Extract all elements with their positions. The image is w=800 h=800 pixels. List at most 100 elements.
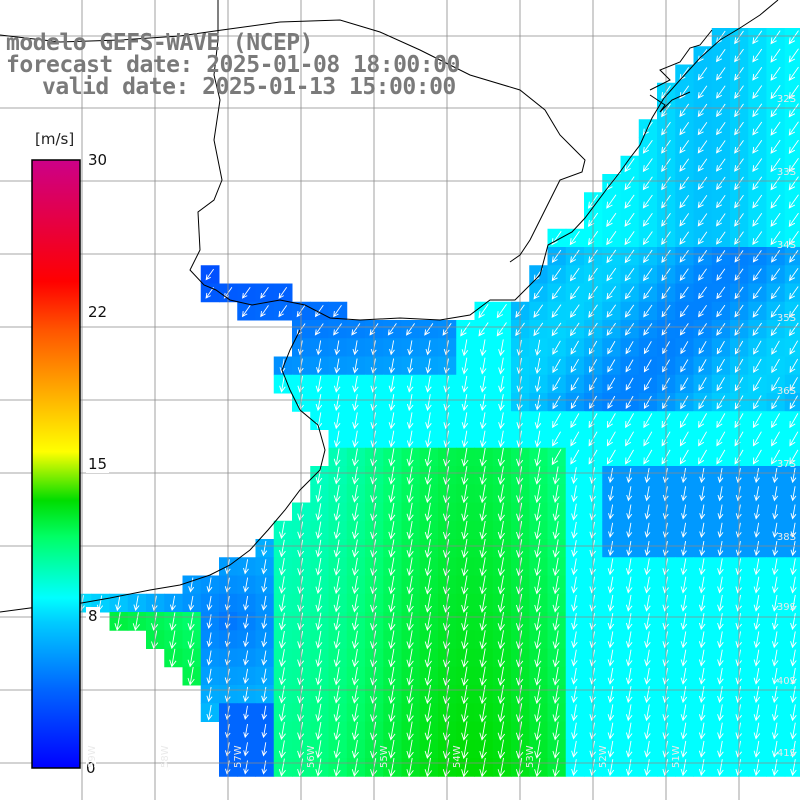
wind-arrow <box>333 305 342 318</box>
wind-arrow <box>552 758 560 778</box>
wind-arrow <box>698 359 707 373</box>
wind-cell <box>784 320 800 339</box>
wind-arrow <box>643 341 652 355</box>
wind-arrow <box>607 395 616 409</box>
wind-arrow <box>333 667 341 686</box>
wind-arrow <box>187 648 195 668</box>
lat-label-34s: 34S <box>776 240 796 251</box>
wind-arrow <box>388 703 396 723</box>
wind-arrow <box>679 231 690 245</box>
wind-arrow <box>625 395 634 409</box>
wind-arrow <box>752 304 762 318</box>
wind-arrow <box>205 287 214 299</box>
wind-arrow <box>406 575 414 595</box>
wind-arrow <box>698 395 707 410</box>
wind-arrow <box>406 521 414 540</box>
wind-arrow <box>478 304 489 319</box>
wind-arrow <box>497 684 506 705</box>
wind-arrow <box>698 759 706 777</box>
wind-arrow <box>753 395 762 410</box>
wind-arrow <box>771 759 779 777</box>
wind-arrow <box>679 431 689 447</box>
wind-arrow <box>314 323 324 336</box>
wind-arrow <box>534 648 542 668</box>
wind-arrow <box>351 630 359 649</box>
wind-arrow <box>333 612 341 631</box>
wind-arrow <box>388 685 396 704</box>
wind-arrow <box>388 594 396 613</box>
wind-arrow <box>406 648 414 668</box>
wind-arrow <box>406 448 414 467</box>
wind-arrow <box>388 648 396 668</box>
wind-arrow <box>479 375 487 393</box>
wind-arrow <box>534 557 542 577</box>
wind-arrow <box>625 759 633 777</box>
wind-arrow <box>753 740 761 758</box>
wind-arrow <box>115 595 122 612</box>
wind-arrow <box>351 539 359 558</box>
wind-arrow <box>680 359 689 373</box>
wind-arrow <box>206 614 213 629</box>
wind-arrow <box>479 703 487 723</box>
wind-arrow <box>697 213 708 227</box>
coastline <box>0 0 779 613</box>
lat-label-40s: 40S <box>776 676 796 687</box>
wind-arrow <box>497 721 506 741</box>
wind-arrow <box>333 323 342 336</box>
wind-arrow <box>697 121 708 136</box>
wind-arrow <box>260 305 269 318</box>
wind-cell <box>784 82 800 102</box>
wind-arrow <box>570 431 580 447</box>
wind-arrow <box>315 485 323 503</box>
wind-arrow <box>261 705 268 720</box>
wind-arrow <box>243 705 249 720</box>
wind-arrow <box>333 466 341 485</box>
wind-arrow <box>497 648 506 668</box>
wind-arrow <box>424 739 433 759</box>
wind-arrow <box>534 685 542 705</box>
wind-arrow <box>351 323 361 336</box>
wind-arrow <box>534 666 542 686</box>
wind-arrow <box>406 630 414 650</box>
wind-arrow <box>461 593 469 613</box>
wind-arrow <box>479 575 487 595</box>
wind-arrow <box>571 485 578 503</box>
wind-arrow <box>388 630 396 650</box>
wind-arrow <box>261 723 268 739</box>
wind-arrow <box>789 449 799 465</box>
wind-arrow <box>351 594 359 613</box>
wind-arrow <box>406 484 414 504</box>
wind-arrow <box>315 394 323 412</box>
colorbar-tick-22: 22 <box>86 303 110 321</box>
wind-arrow <box>406 502 414 522</box>
wind-arrow <box>644 649 651 667</box>
wind-arrow <box>644 576 651 594</box>
wind-arrow <box>461 412 469 430</box>
wind-arrow <box>571 613 578 631</box>
wind-arrow <box>424 502 432 522</box>
wind-cell <box>784 101 800 120</box>
wind-arrow <box>243 632 249 648</box>
wind-arrow <box>479 539 487 559</box>
wind-arrow <box>697 194 708 209</box>
wind-arrow <box>424 684 433 705</box>
wind-arrow <box>789 286 799 300</box>
wind-arrow <box>278 558 286 576</box>
wind-arrow <box>679 194 690 209</box>
wind-arrow <box>607 740 615 758</box>
wind-arrow <box>753 340 762 355</box>
wind-arrow <box>771 613 779 631</box>
wind-cell <box>784 484 800 503</box>
wind-arrow <box>625 686 633 704</box>
wind-arrow <box>642 176 653 191</box>
wind-arrow <box>771 686 779 704</box>
wind-arrow <box>644 667 651 685</box>
wind-arrow <box>624 267 635 282</box>
wind-arrow <box>406 412 414 430</box>
wind-arrow <box>388 448 396 467</box>
wind-arrow <box>625 377 634 391</box>
colorbar-unit: [m/s] <box>33 130 77 148</box>
wind-arrow <box>533 304 544 318</box>
wind-arrow <box>717 486 724 502</box>
wind-arrow <box>754 522 760 538</box>
